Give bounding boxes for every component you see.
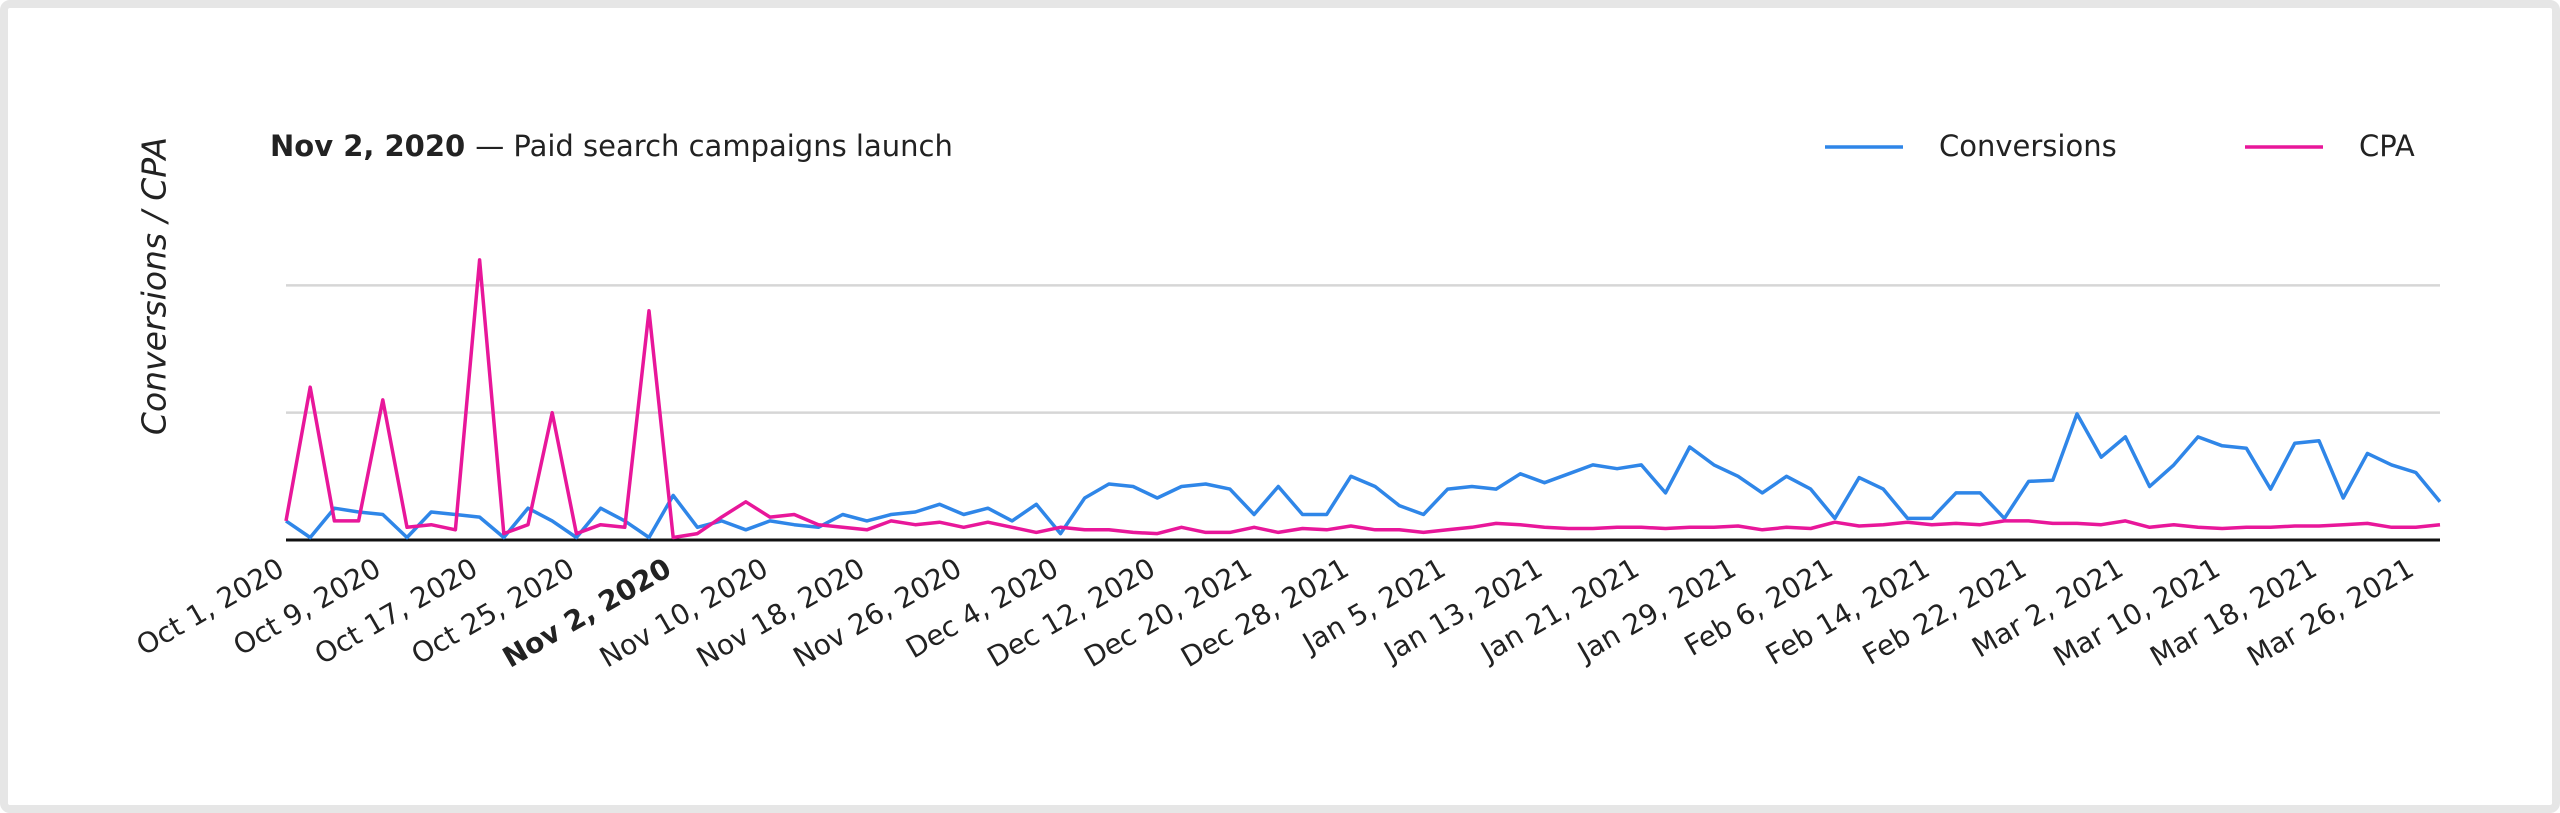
legend-label: CPA — [2359, 129, 2415, 163]
y-axis-label: Conversions / CPA — [135, 137, 174, 435]
x-tick-label: Feb 22, 2021 — [1857, 551, 2032, 671]
x-tick-label: Oct 25, 2020 — [406, 551, 580, 671]
annotation-text: — Paid search campaigns launch — [475, 129, 953, 163]
x-tick-label: Oct 17, 2020 — [309, 551, 483, 671]
x-tick-label: Feb 14, 2021 — [1760, 551, 1935, 671]
legend-label: Conversions — [1939, 129, 2117, 163]
annotation: Nov 2, 2020 — Paid search campaigns launc… — [270, 129, 953, 163]
series-line — [284, 258, 2441, 540]
x-tick-label: Mar 26, 2021 — [2241, 551, 2419, 673]
series-line — [285, 412, 2442, 540]
annotation-date: Nov 2, 2020 — [270, 129, 465, 163]
